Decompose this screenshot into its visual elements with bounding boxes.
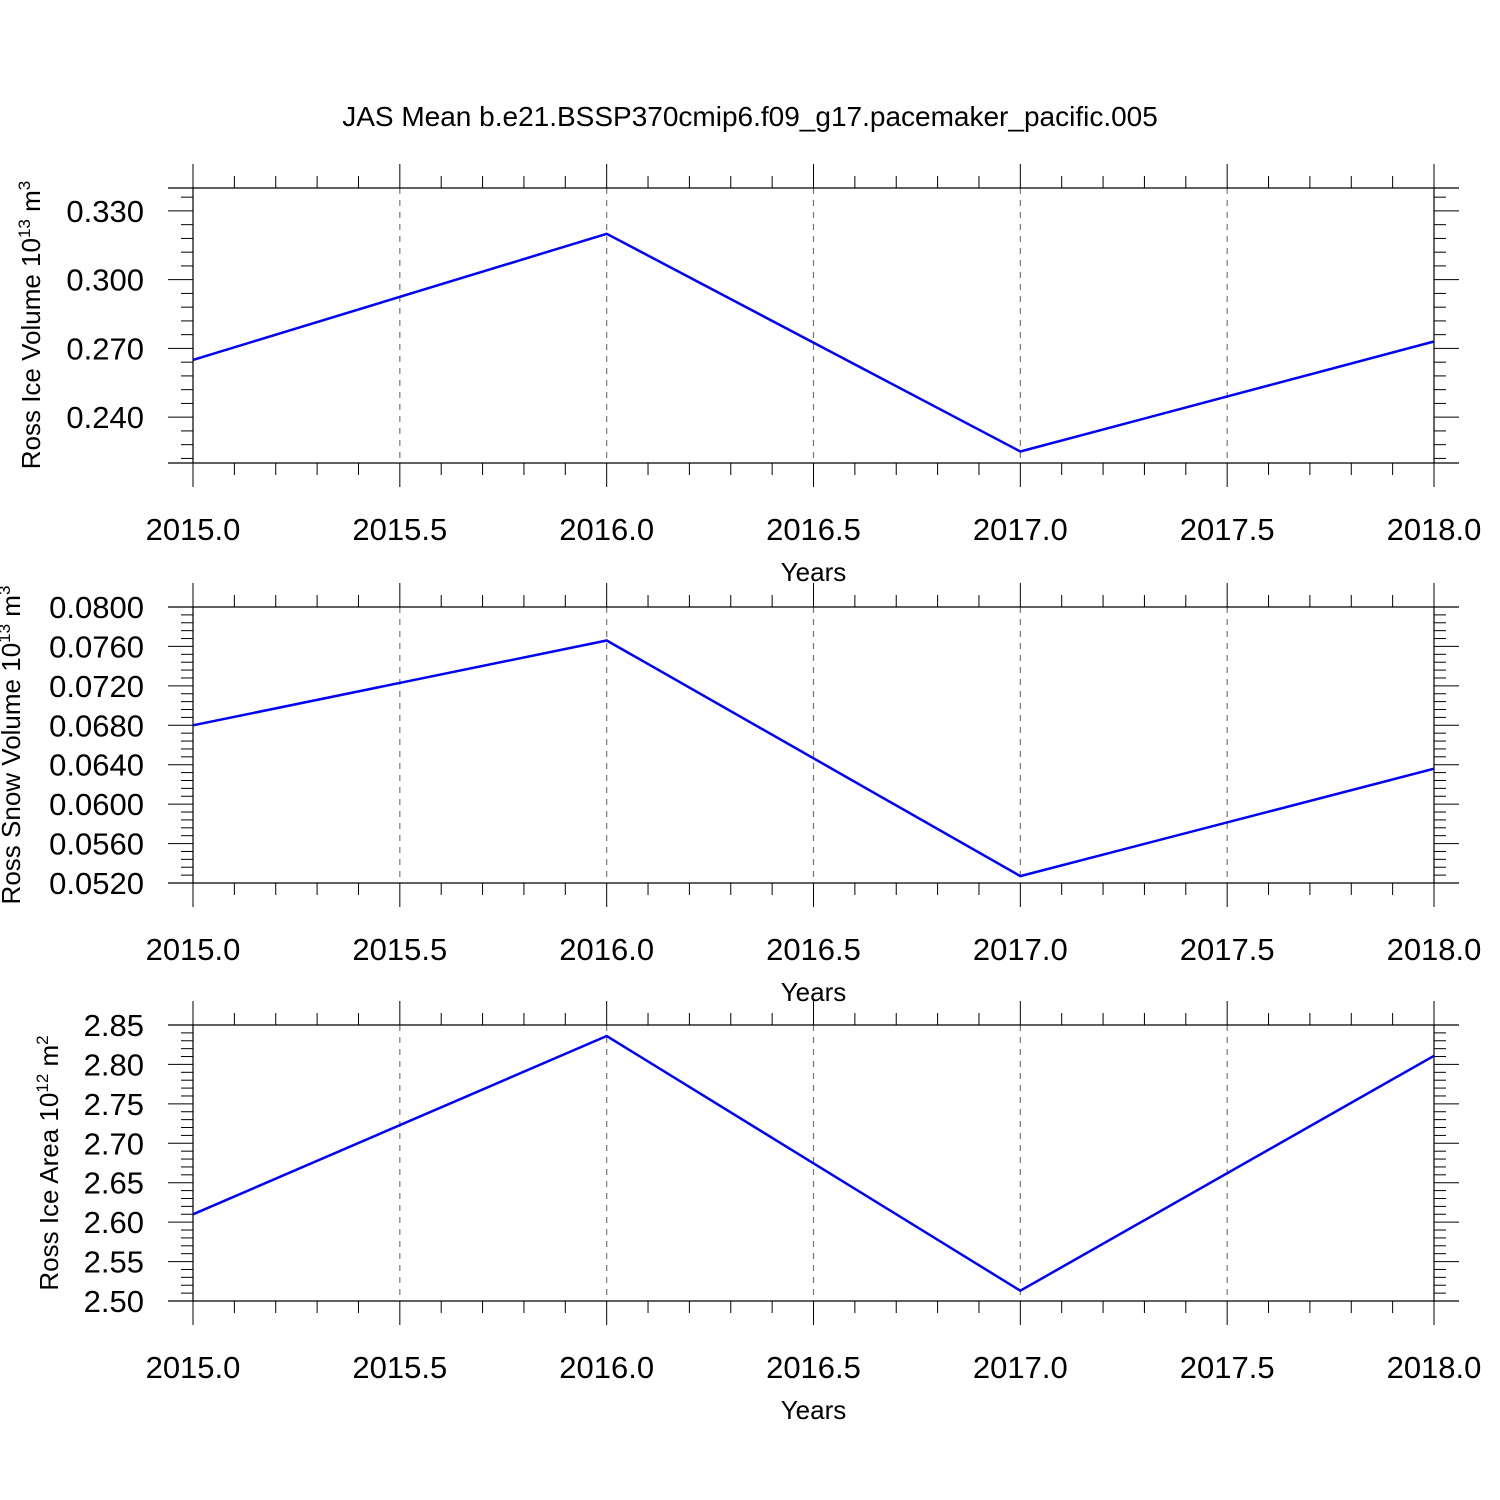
y-tick-label: 2.85 <box>84 1008 144 1043</box>
y-tick-label: 0.240 <box>66 400 144 435</box>
x-tick-label: 2017.0 <box>973 512 1068 547</box>
x-tick-label: 2016.5 <box>766 1350 861 1385</box>
y-tick-label: 0.0680 <box>49 708 144 743</box>
x-tick-label: 2015.0 <box>146 932 241 967</box>
y-tick-label: 2.70 <box>84 1126 144 1161</box>
x-tick-label: 2015.5 <box>352 1350 447 1385</box>
x-tick-label: 2015.5 <box>352 512 447 547</box>
y-tick-label: 2.55 <box>84 1245 144 1280</box>
y-tick-label: 0.0600 <box>49 787 144 822</box>
x-tick-label: 2017.5 <box>1180 1350 1275 1385</box>
x-tick-label: 2015.0 <box>146 1350 241 1385</box>
y-tick-label: 2.75 <box>84 1087 144 1122</box>
x-axis-label: Years <box>781 557 847 587</box>
x-tick-label: 2017.0 <box>973 1350 1068 1385</box>
x-tick-label: 2016.0 <box>559 512 654 547</box>
chart-title: JAS Mean b.e21.BSSP370cmip6.f09_g17.pace… <box>342 101 1158 132</box>
y-tick-label: 0.330 <box>66 194 144 229</box>
panels: 0.240 0.270 0.300 0.330 2015.0 2015.5 2016.0 20… <box>0 164 1481 1425</box>
y-tick-label: 0.0760 <box>49 629 144 664</box>
x-tick-label: 2017.5 <box>1180 512 1275 547</box>
x-tick-label: 2018.0 <box>1387 1350 1482 1385</box>
x-tick-label: 2016.0 <box>559 1350 654 1385</box>
panel-1: 0.240 0.270 0.300 0.330 2015.0 2015.5 2016.0 20… <box>15 164 1481 587</box>
y-tick-label: 0.270 <box>66 331 144 366</box>
y-axis-label: Ross Ice Area 1012 m2 <box>33 1035 64 1290</box>
y-tick-label: 0.0720 <box>49 669 144 704</box>
y-tick-label: 2.50 <box>84 1284 144 1319</box>
y-axis-label: Ross Ice Volume 1013 m3 <box>15 181 46 470</box>
x-tick-label: 2017.5 <box>1180 932 1275 967</box>
y-tick-label: 2.60 <box>84 1205 144 1240</box>
y-tick-label: 0.0800 <box>49 590 144 625</box>
y-tick-label: 0.0560 <box>49 827 144 862</box>
y-tick-label: 0.0520 <box>49 866 144 901</box>
x-axis-label: Years <box>781 1395 847 1425</box>
x-tick-label: 2018.0 <box>1387 932 1482 967</box>
series-line-1 <box>192 232 1435 453</box>
x-tick-label: 2016.0 <box>559 932 654 967</box>
y-tick-label: 2.80 <box>84 1047 144 1082</box>
y-tick-label: 2.65 <box>84 1166 144 1201</box>
series-line-1 <box>192 639 1435 878</box>
x-tick-label: 2015.5 <box>352 932 447 967</box>
panel-3: 2.50 2.55 2.60 2.65 2.70 2.75 2.80 2.85 2015.0 20… <box>33 1001 1481 1425</box>
panel-2: 0.0520 0.0560 0.0600 0.0640 0.0680 0.0720 0.07… <box>0 583 1481 1007</box>
y-tick-label: 0.300 <box>66 263 144 298</box>
x-tick-label: 2018.0 <box>1387 512 1482 547</box>
x-tick-label: 2016.5 <box>766 932 861 967</box>
y-tick-label: 0.0640 <box>49 748 144 783</box>
series-line-1 <box>192 1034 1435 1293</box>
x-tick-label: 2016.5 <box>766 512 861 547</box>
y-axis-label: Ross Snow Volume 1013 m3 <box>0 586 26 905</box>
x-tick-label: 2015.0 <box>146 512 241 547</box>
x-tick-label: 2017.0 <box>973 932 1068 967</box>
